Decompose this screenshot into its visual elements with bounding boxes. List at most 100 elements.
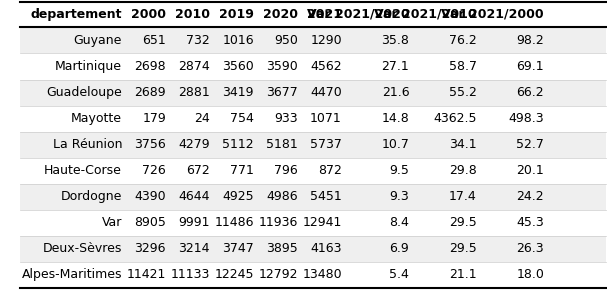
- Text: 3419: 3419: [223, 86, 254, 99]
- Bar: [19, 27, 606, 53]
- Text: Guadeloupe: Guadeloupe: [46, 86, 122, 99]
- Text: 58.7: 58.7: [449, 60, 476, 73]
- Text: 55.2: 55.2: [449, 86, 476, 99]
- Text: 5181: 5181: [266, 138, 298, 151]
- Text: 498.3: 498.3: [509, 112, 544, 125]
- Text: 17.4: 17.4: [449, 190, 476, 203]
- Text: 29.5: 29.5: [449, 242, 476, 255]
- Text: 9991: 9991: [178, 216, 210, 229]
- Text: 12245: 12245: [214, 268, 254, 281]
- Text: 2689: 2689: [135, 86, 166, 99]
- Text: 3677: 3677: [266, 86, 298, 99]
- Bar: [19, 132, 606, 158]
- Text: 726: 726: [142, 164, 166, 177]
- Text: 4562: 4562: [310, 60, 342, 73]
- Text: Var 2021/2000: Var 2021/2000: [441, 8, 544, 21]
- Text: 24: 24: [194, 112, 210, 125]
- Text: 76.2: 76.2: [449, 34, 476, 47]
- Text: 5451: 5451: [310, 190, 342, 203]
- Text: Haute-Corse: Haute-Corse: [44, 164, 122, 177]
- Text: 796: 796: [274, 164, 298, 177]
- Text: departement: departement: [30, 8, 122, 21]
- Text: 3756: 3756: [134, 138, 166, 151]
- Text: 98.2: 98.2: [517, 34, 544, 47]
- Text: 34.1: 34.1: [449, 138, 476, 151]
- Text: 4644: 4644: [178, 190, 210, 203]
- Text: 13480: 13480: [302, 268, 342, 281]
- Text: 21.6: 21.6: [382, 86, 409, 99]
- Text: Martinique: Martinique: [55, 60, 122, 73]
- Text: 2020: 2020: [263, 8, 298, 21]
- Text: 35.8: 35.8: [381, 34, 409, 47]
- Text: La Réunion: La Réunion: [53, 138, 122, 151]
- Text: 12941: 12941: [302, 216, 342, 229]
- Text: 4279: 4279: [178, 138, 210, 151]
- Text: 2000: 2000: [131, 8, 166, 21]
- Text: 4163: 4163: [310, 242, 342, 255]
- Text: 3296: 3296: [135, 242, 166, 255]
- Text: Deux-Sèvres: Deux-Sèvres: [42, 242, 122, 255]
- Bar: [19, 80, 606, 105]
- Text: 11936: 11936: [259, 216, 298, 229]
- Text: 5737: 5737: [310, 138, 342, 151]
- Text: 3895: 3895: [266, 242, 298, 255]
- Text: 3590: 3590: [266, 60, 298, 73]
- Text: 5112: 5112: [222, 138, 254, 151]
- Text: 4986: 4986: [266, 190, 298, 203]
- Bar: [19, 262, 606, 288]
- Text: 1016: 1016: [222, 34, 254, 47]
- Text: 2698: 2698: [135, 60, 166, 73]
- Text: 9.3: 9.3: [390, 190, 409, 203]
- Text: 10.7: 10.7: [381, 138, 409, 151]
- Text: 3214: 3214: [178, 242, 210, 255]
- Text: 2874: 2874: [178, 60, 210, 73]
- Text: 1071: 1071: [310, 112, 342, 125]
- Bar: [19, 210, 606, 236]
- Text: 4362.5: 4362.5: [433, 112, 476, 125]
- Text: 3560: 3560: [222, 60, 254, 73]
- Text: 651: 651: [142, 34, 166, 47]
- Text: 12792: 12792: [259, 268, 298, 281]
- Text: Dordogne: Dordogne: [61, 190, 122, 203]
- Bar: [19, 184, 606, 210]
- Text: Var: Var: [102, 216, 122, 229]
- Text: 11421: 11421: [127, 268, 166, 281]
- Text: 1290: 1290: [310, 34, 342, 47]
- Text: 8.4: 8.4: [390, 216, 409, 229]
- Text: 69.1: 69.1: [517, 60, 544, 73]
- Text: Var 2021/2010: Var 2021/2010: [374, 8, 476, 21]
- Text: 29.8: 29.8: [449, 164, 476, 177]
- Text: Guyane: Guyane: [73, 34, 122, 47]
- Text: 26.3: 26.3: [517, 242, 544, 255]
- Text: 3747: 3747: [222, 242, 254, 255]
- Text: 27.1: 27.1: [382, 60, 409, 73]
- Text: 66.2: 66.2: [517, 86, 544, 99]
- Text: 11486: 11486: [214, 216, 254, 229]
- Text: 2881: 2881: [178, 86, 210, 99]
- Text: 2021: 2021: [307, 8, 342, 21]
- Text: 45.3: 45.3: [517, 216, 544, 229]
- Text: 6.9: 6.9: [390, 242, 409, 255]
- Text: 11133: 11133: [171, 268, 210, 281]
- Text: 933: 933: [274, 112, 298, 125]
- Text: 5.4: 5.4: [390, 268, 409, 281]
- Text: 672: 672: [186, 164, 210, 177]
- Text: 8905: 8905: [134, 216, 166, 229]
- Text: 2010: 2010: [175, 8, 210, 21]
- Text: 52.7: 52.7: [516, 138, 544, 151]
- Text: 21.1: 21.1: [449, 268, 476, 281]
- Text: 9.5: 9.5: [390, 164, 409, 177]
- Text: 4470: 4470: [310, 86, 342, 99]
- Text: 2019: 2019: [219, 8, 254, 21]
- Text: 29.5: 29.5: [449, 216, 476, 229]
- Text: 14.8: 14.8: [382, 112, 409, 125]
- Text: Alpes-Maritimes: Alpes-Maritimes: [22, 268, 122, 281]
- Text: 24.2: 24.2: [517, 190, 544, 203]
- Text: 4390: 4390: [135, 190, 166, 203]
- Text: 20.1: 20.1: [517, 164, 544, 177]
- Text: 4925: 4925: [222, 190, 254, 203]
- Bar: [19, 158, 606, 184]
- Text: Mayotte: Mayotte: [71, 112, 122, 125]
- Text: 754: 754: [230, 112, 254, 125]
- Text: 950: 950: [274, 34, 298, 47]
